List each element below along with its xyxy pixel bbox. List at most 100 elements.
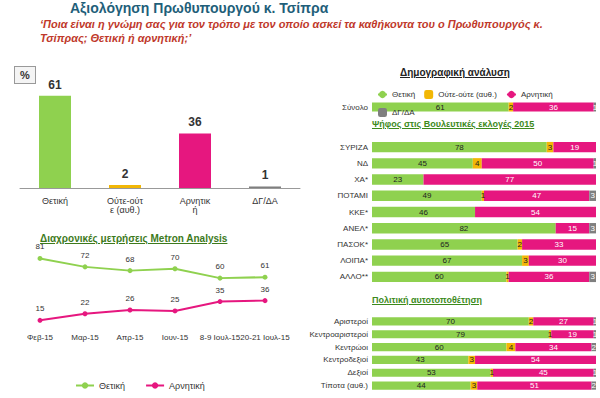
svg-text:ΔΓ/ΔΑ: ΔΓ/ΔΑ bbox=[392, 108, 415, 117]
svg-text:1: 1 bbox=[262, 168, 269, 182]
svg-text:36: 36 bbox=[261, 285, 270, 294]
svg-text:Αριστεροί: Αριστεροί bbox=[334, 317, 368, 326]
svg-text:ΑΝΕΛ*: ΑΝΕΛ* bbox=[343, 224, 368, 233]
svg-text:77: 77 bbox=[505, 175, 514, 184]
svg-text:50: 50 bbox=[533, 159, 542, 168]
svg-text:72: 72 bbox=[81, 251, 90, 260]
svg-text:1: 1 bbox=[490, 368, 495, 377]
svg-text:Θετική: Θετική bbox=[42, 196, 68, 206]
svg-text:61: 61 bbox=[261, 261, 270, 270]
svg-text:ΔΓ/ΔΑ: ΔΓ/ΔΑ bbox=[252, 196, 277, 206]
svg-text:60: 60 bbox=[216, 262, 225, 271]
svg-text:15: 15 bbox=[568, 224, 577, 233]
svg-text:20-21 Ιουλ-15: 20-21 Ιουλ-15 bbox=[240, 333, 290, 342]
svg-text:35: 35 bbox=[216, 286, 225, 295]
svg-text:70: 70 bbox=[446, 317, 455, 326]
svg-text:3: 3 bbox=[548, 143, 553, 152]
svg-text:Ούτε-ούτε (αυθ.): Ούτε-ούτε (αυθ.) bbox=[438, 90, 497, 99]
svg-text:33: 33 bbox=[555, 240, 564, 249]
svg-text:67: 67 bbox=[443, 256, 452, 265]
svg-text:2: 2 bbox=[509, 103, 514, 112]
svg-text:2: 2 bbox=[529, 317, 534, 326]
svg-text:46: 46 bbox=[419, 208, 428, 217]
svg-text:79: 79 bbox=[456, 330, 465, 339]
svg-text:Τίποτα (αυθ.): Τίποτα (αυθ.) bbox=[321, 381, 369, 390]
svg-text:43: 43 bbox=[416, 355, 425, 364]
svg-text:27: 27 bbox=[559, 317, 568, 326]
svg-text:23: 23 bbox=[393, 175, 402, 184]
svg-text:4: 4 bbox=[509, 343, 514, 352]
svg-text:1: 1 bbox=[593, 368, 598, 377]
svg-text:Θετική: Θετική bbox=[392, 90, 415, 99]
svg-text:1: 1 bbox=[593, 103, 598, 112]
svg-text:Αρνητική: Αρνητική bbox=[169, 381, 205, 391]
svg-text:Απρ-15: Απρ-15 bbox=[117, 333, 145, 342]
svg-text:36: 36 bbox=[545, 272, 554, 281]
svg-text:3: 3 bbox=[523, 256, 528, 265]
svg-text:ΑΛΛΟ**: ΑΛΛΟ** bbox=[340, 272, 368, 281]
svg-text:3: 3 bbox=[590, 191, 595, 200]
svg-text:3: 3 bbox=[590, 272, 595, 281]
svg-text:1: 1 bbox=[505, 272, 510, 281]
svg-text:54: 54 bbox=[531, 208, 540, 217]
svg-text:Αρνητική: Αρνητική bbox=[521, 90, 553, 99]
svg-text:22: 22 bbox=[81, 298, 90, 307]
svg-text:Δεξιοί: Δεξιοί bbox=[348, 368, 369, 377]
svg-text:34: 34 bbox=[549, 343, 558, 352]
svg-text:2: 2 bbox=[122, 167, 129, 181]
svg-text:45: 45 bbox=[539, 368, 548, 377]
svg-text:65: 65 bbox=[440, 240, 449, 249]
svg-text:1: 1 bbox=[593, 159, 598, 168]
svg-text:ΣΥΡΙΖΑ: ΣΥΡΙΖΑ bbox=[340, 143, 369, 152]
svg-text:1: 1 bbox=[548, 330, 553, 339]
svg-text:Σύνολο: Σύνολο bbox=[342, 103, 368, 112]
svg-text:4: 4 bbox=[475, 159, 480, 168]
svg-text:ΧΑ*: ΧΑ* bbox=[354, 175, 368, 184]
svg-text:3: 3 bbox=[469, 355, 474, 364]
svg-text:25: 25 bbox=[171, 295, 180, 304]
svg-text:Φεβ-15: Φεβ-15 bbox=[27, 333, 54, 342]
svg-text:Θετική: Θετική bbox=[99, 381, 125, 391]
svg-text:ΠΟΤΑΜΙ: ΠΟΤΑΜΙ bbox=[337, 191, 368, 200]
svg-text:ε (αυθ.): ε (αυθ.) bbox=[110, 205, 140, 215]
svg-text:54: 54 bbox=[531, 355, 540, 364]
svg-text:60: 60 bbox=[435, 343, 444, 352]
svg-text:26: 26 bbox=[126, 294, 135, 303]
svg-text:8-9 Ιουλ-15: 8-9 Ιουλ-15 bbox=[200, 333, 241, 342]
svg-text:2: 2 bbox=[592, 343, 597, 352]
svg-text:3: 3 bbox=[590, 224, 595, 233]
svg-text:2: 2 bbox=[592, 381, 597, 390]
svg-text:ΚΚΕ*: ΚΚΕ* bbox=[349, 208, 368, 217]
svg-text:61: 61 bbox=[48, 78, 62, 92]
svg-text:68: 68 bbox=[126, 255, 135, 264]
svg-text:19: 19 bbox=[570, 143, 579, 152]
svg-text:44: 44 bbox=[417, 381, 426, 390]
svg-text:45: 45 bbox=[418, 159, 427, 168]
svg-text:15: 15 bbox=[36, 304, 45, 313]
svg-text:19: 19 bbox=[568, 330, 577, 339]
svg-text:Κεντρώοι: Κεντρώοι bbox=[335, 343, 368, 352]
svg-text:Μαρ-15: Μαρ-15 bbox=[71, 333, 99, 342]
svg-text:49: 49 bbox=[422, 191, 431, 200]
svg-text:51: 51 bbox=[530, 381, 539, 390]
svg-text:1: 1 bbox=[593, 317, 598, 326]
svg-text:82: 82 bbox=[459, 224, 468, 233]
svg-text:3: 3 bbox=[472, 381, 477, 390]
svg-text:60: 60 bbox=[435, 272, 444, 281]
svg-text:78: 78 bbox=[455, 143, 464, 152]
svg-text:30: 30 bbox=[558, 256, 567, 265]
svg-text:1: 1 bbox=[593, 330, 598, 339]
svg-text:ή: ή bbox=[192, 205, 197, 215]
svg-text:Ιουν-15: Ιουν-15 bbox=[162, 333, 189, 342]
svg-text:70: 70 bbox=[171, 253, 180, 262]
svg-text:1: 1 bbox=[481, 191, 486, 200]
svg-text:ΝΔ: ΝΔ bbox=[357, 159, 369, 168]
svg-text:36: 36 bbox=[549, 103, 558, 112]
svg-text:Κεντροδεξιοί: Κεντροδεξιοί bbox=[323, 355, 368, 364]
svg-text:ΠΑΣΟΚ*: ΠΑΣΟΚ* bbox=[337, 240, 368, 249]
svg-text:2: 2 bbox=[518, 240, 523, 249]
svg-text:53: 53 bbox=[427, 368, 436, 377]
svg-text:ΛΟΙΠΑ*: ΛΟΙΠΑ* bbox=[340, 256, 368, 265]
svg-text:47: 47 bbox=[532, 191, 541, 200]
svg-text:Κεντροαριστεροί: Κεντροαριστεροί bbox=[310, 330, 369, 339]
